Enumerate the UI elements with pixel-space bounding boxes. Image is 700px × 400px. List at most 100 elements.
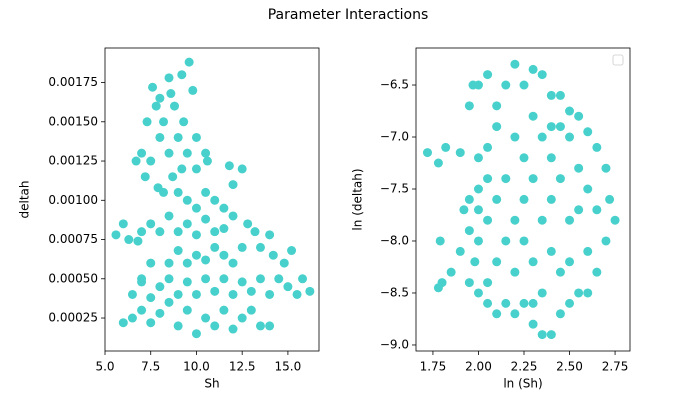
scatter-point xyxy=(164,73,174,83)
scatter-point xyxy=(210,227,220,237)
scatter-point xyxy=(255,274,265,284)
scatter-point xyxy=(583,184,593,194)
scatter-point xyxy=(265,289,275,299)
scatter-point xyxy=(470,257,480,267)
scatter-point xyxy=(210,321,220,331)
scatter-point xyxy=(473,288,483,298)
scatter-point xyxy=(574,163,584,173)
scatter-point xyxy=(437,278,447,288)
scatter-point xyxy=(191,203,201,213)
scatter-point xyxy=(155,93,165,103)
scatter-point xyxy=(133,236,143,246)
scatter-point xyxy=(159,117,169,127)
scatter-point xyxy=(219,274,229,284)
scatter-point xyxy=(519,194,529,204)
x-tick-label: 12.5 xyxy=(229,360,256,374)
y-tick-label: −7.5 xyxy=(380,181,409,195)
scatter-point xyxy=(177,70,187,80)
scatter-point xyxy=(565,215,575,225)
scatter-point xyxy=(177,164,187,174)
scatter-point xyxy=(501,298,511,308)
scatter-point xyxy=(537,330,547,340)
scatter-point xyxy=(124,235,134,245)
y-tick-label: 0.00050 xyxy=(48,271,98,285)
scatter-point xyxy=(519,236,529,246)
scatter-point xyxy=(146,258,156,268)
scatter-point xyxy=(287,246,297,256)
scatter-point xyxy=(182,258,192,268)
scatter-point xyxy=(210,195,220,205)
scatter-point xyxy=(546,153,556,163)
scatter-point xyxy=(555,90,565,100)
scatter-point xyxy=(519,80,529,90)
y-axis-label: deltah xyxy=(18,181,32,219)
scatter-point xyxy=(565,132,575,142)
scatter-point xyxy=(201,214,211,224)
scatter-point xyxy=(127,313,137,323)
scatter-point xyxy=(219,305,229,315)
scatter-point xyxy=(210,286,220,296)
scatter-point xyxy=(433,158,443,168)
scatter-point xyxy=(565,257,575,267)
scatter-point xyxy=(510,132,520,142)
scatter-point xyxy=(473,205,483,215)
y-tick-label: 0.00100 xyxy=(48,193,98,207)
scatter-point xyxy=(131,156,141,166)
scatter-point xyxy=(228,211,238,221)
scatter-point xyxy=(555,122,565,132)
x-tick-label: 2.00 xyxy=(465,360,492,374)
scatter-point xyxy=(201,255,211,265)
scatter-point xyxy=(228,324,238,334)
scatter-point xyxy=(237,277,247,287)
scatter-point xyxy=(137,227,147,237)
scatter-point xyxy=(191,230,201,240)
scatter-point xyxy=(268,250,278,260)
scatter-point xyxy=(118,318,128,328)
scatter-point xyxy=(146,156,156,166)
x-tick-label: 15.0 xyxy=(275,360,302,374)
scatter-point xyxy=(592,205,602,215)
scatter-point xyxy=(137,305,147,315)
scatter-point xyxy=(601,236,611,246)
scatter-point xyxy=(173,132,183,142)
scatter-point xyxy=(455,148,465,158)
scatter-point xyxy=(219,203,229,213)
scatter-point xyxy=(605,194,615,204)
scatter-point xyxy=(483,215,493,225)
legend xyxy=(612,54,624,66)
scatter-point xyxy=(137,274,147,284)
y-tick-label: −8.0 xyxy=(380,233,409,247)
scatter-point xyxy=(583,246,593,256)
scatter-point xyxy=(555,267,565,277)
scatter-point xyxy=(148,82,158,92)
scatter-point xyxy=(546,246,556,256)
scatter-point xyxy=(483,70,493,80)
x-tick-label: 5.0 xyxy=(95,360,114,374)
scatter-point xyxy=(546,194,556,204)
plot-area xyxy=(111,57,315,339)
x-tick-label: 2.75 xyxy=(602,360,629,374)
scatter-point xyxy=(228,289,238,299)
scatter-point xyxy=(173,187,183,197)
scatter-point xyxy=(601,163,611,173)
scatter-point xyxy=(492,257,502,267)
scatter-point xyxy=(583,127,593,137)
scatter-point xyxy=(173,321,183,331)
scatter-point xyxy=(464,226,474,236)
scatter-point xyxy=(166,89,176,99)
x-tick-label: 2.25 xyxy=(511,360,538,374)
scatter-point xyxy=(537,132,547,142)
scatter-point xyxy=(446,267,456,277)
scatter-point xyxy=(473,184,483,194)
scatter-point xyxy=(279,258,289,268)
x-tick-label: 2.50 xyxy=(556,360,583,374)
scatter-point xyxy=(422,148,432,158)
scatter-point xyxy=(510,59,520,69)
scatter-point xyxy=(191,289,201,299)
scatter-point xyxy=(188,85,198,95)
scatter-point xyxy=(483,174,493,184)
scatter-point xyxy=(228,258,238,268)
scatter-point xyxy=(610,215,620,225)
scatter-point xyxy=(473,236,483,246)
scatter-point xyxy=(555,309,565,319)
